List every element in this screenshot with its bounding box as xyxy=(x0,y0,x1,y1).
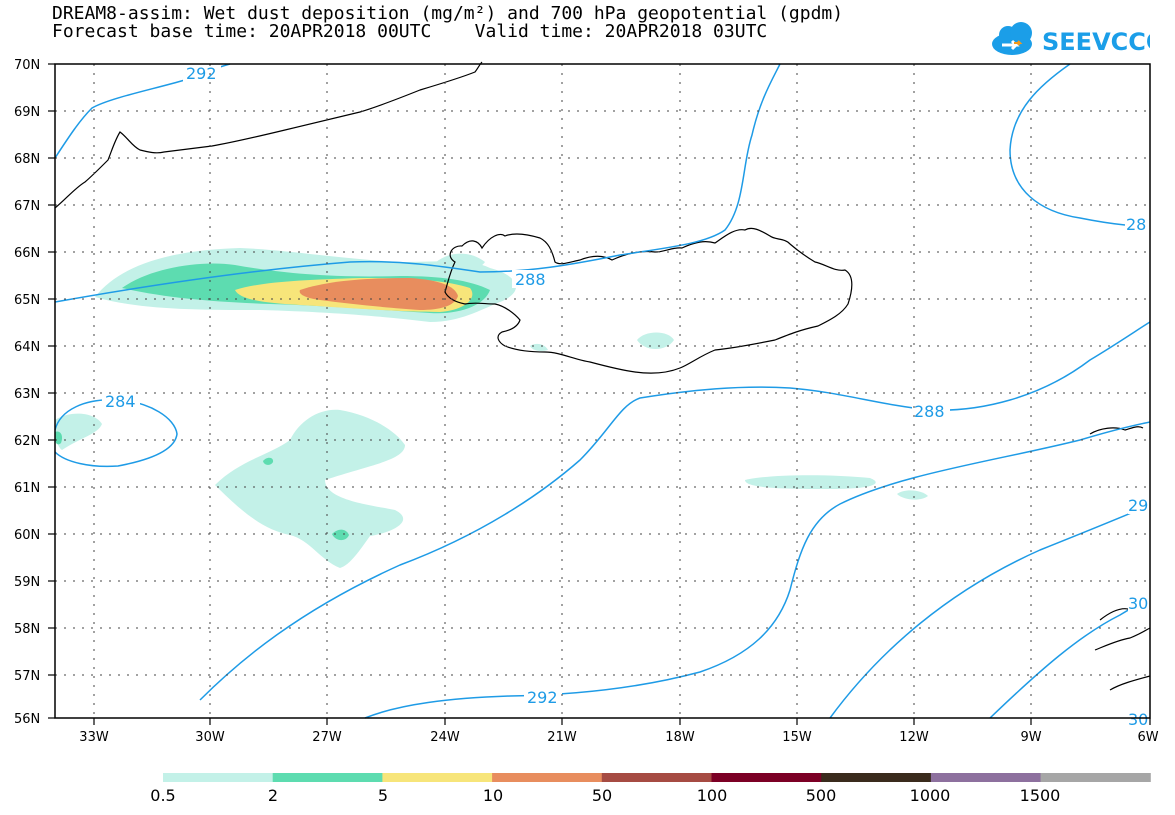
legend-colorbar xyxy=(163,773,1151,782)
dust-level-0.5-iceland xyxy=(637,332,674,349)
contour-labels: 292 288 28 284 288 292 29 30 30 xyxy=(102,64,1150,729)
dust-level-0.5-east2 xyxy=(897,490,928,500)
contour-28-east xyxy=(1009,63,1126,226)
lat-label: 64N xyxy=(14,340,40,355)
map-title-line2: Forecast base time: 20APR2018 00UTC Vali… xyxy=(52,21,768,42)
lat-label: 61N xyxy=(14,481,40,496)
legend-swatch xyxy=(272,773,383,782)
contour-label-288-south: 288 xyxy=(914,402,945,421)
contour-288-main xyxy=(54,63,781,303)
lon-label: 12W xyxy=(899,730,929,745)
contour-label-288-main: 288 xyxy=(515,270,546,289)
lon-label: 30W xyxy=(195,730,225,745)
legend-label: 50 xyxy=(591,786,613,805)
dust-level-10 xyxy=(299,278,458,310)
contour-292-south xyxy=(364,421,1151,719)
legend-swatch xyxy=(492,773,603,782)
dust-level-0.5-south xyxy=(215,409,405,568)
contour-284-west xyxy=(54,399,178,468)
legend-label: 2 xyxy=(267,786,279,805)
logo-text: SEEVCCC xyxy=(1042,28,1150,56)
lat-label: 63N xyxy=(14,387,40,402)
legend-swatch xyxy=(1040,773,1151,782)
lon-label: 18W xyxy=(665,730,695,745)
lat-label: 65N xyxy=(14,293,40,308)
lon-label: 21W xyxy=(547,730,577,745)
dust-deposition-fill xyxy=(55,248,928,568)
contour-30-east xyxy=(989,597,1151,719)
legend-label: 0.5 xyxy=(150,786,176,805)
longitude-labels: 33W 30W 27W 24W 21W 18W 15W 12W 9W 6W xyxy=(79,730,1158,745)
map-grid xyxy=(55,64,1150,718)
legend-swatch xyxy=(601,773,712,782)
lat-label: 59N xyxy=(14,575,40,590)
lat-label: 68N xyxy=(14,152,40,167)
seevccc-logo: SEEVCCC xyxy=(992,22,1150,56)
contour-288-south xyxy=(199,321,1151,701)
contour-label-284-west: 284 xyxy=(105,392,136,411)
map-title-line1: DREAM8-assim: Wet dust deposition (mg/m²… xyxy=(52,3,844,24)
legend-label: 5 xyxy=(377,786,389,805)
legend-label: 1000 xyxy=(909,786,951,805)
contour-label-292-north: 292 xyxy=(186,64,217,83)
lon-label: 15W xyxy=(782,730,812,745)
contour-label-30-southeast: 30 xyxy=(1128,710,1148,729)
legend-label: 1500 xyxy=(1019,786,1061,805)
geopotential-contours xyxy=(54,63,1151,719)
lat-label: 57N xyxy=(14,669,40,684)
legend-swatch xyxy=(711,773,822,782)
greenland-coastline xyxy=(54,61,483,209)
lat-label: 66N xyxy=(14,246,40,261)
latitude-labels: 70N 69N 68N 67N 66N 65N 64N 63N 62N 61N … xyxy=(14,58,40,727)
map-frame xyxy=(54,63,1151,719)
lat-label: 60N xyxy=(14,528,40,543)
lon-label: 6W xyxy=(1137,730,1158,745)
lat-label: 69N xyxy=(14,105,40,120)
lon-label: 27W xyxy=(312,730,342,745)
legend-swatch xyxy=(382,773,493,782)
dust-level-2-south-a xyxy=(332,529,349,541)
lat-label: 58N xyxy=(14,622,40,637)
contour-label-29-east: 29 xyxy=(1128,496,1148,515)
coastlines xyxy=(54,61,1151,691)
legend-label: 500 xyxy=(805,786,837,805)
contour-label-28-east: 28 xyxy=(1126,215,1146,234)
lon-label: 24W xyxy=(430,730,460,745)
lat-label: 67N xyxy=(14,199,40,214)
scotland-coastline xyxy=(1089,426,1144,435)
contour-label-292-south: 292 xyxy=(527,688,558,707)
dust-level-0.5-icelandsw xyxy=(530,343,548,351)
lon-label: 9W xyxy=(1020,730,1041,745)
dust-level-2-west xyxy=(55,431,63,445)
legend-swatch xyxy=(930,773,1042,782)
lat-label: 62N xyxy=(14,434,40,449)
tick-marks xyxy=(48,63,1151,725)
dust-level-0.5-west xyxy=(55,413,102,450)
dust-level-0.5-east xyxy=(745,475,876,489)
cloud-icon xyxy=(992,22,1032,55)
legend-swatch xyxy=(163,773,274,782)
dust-level-2-south-b xyxy=(263,457,274,465)
lat-label: 70N xyxy=(14,58,40,73)
legend-label: 10 xyxy=(482,786,504,805)
contour-29-east xyxy=(829,504,1151,719)
legend-swatch xyxy=(821,773,932,782)
lon-label: 33W xyxy=(79,730,109,745)
lat-label: 56N xyxy=(14,712,40,727)
legend-label: 100 xyxy=(696,786,728,805)
contour-label-30-east: 30 xyxy=(1128,594,1148,613)
